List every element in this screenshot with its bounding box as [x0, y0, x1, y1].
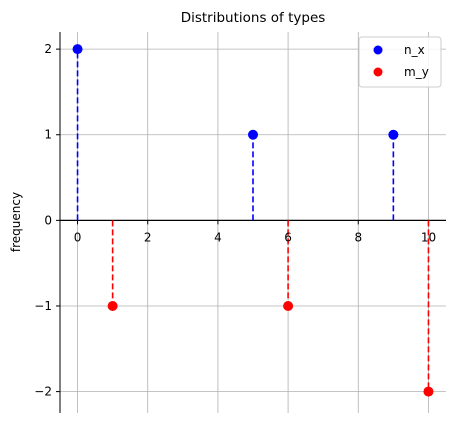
- data-points: [72, 44, 434, 397]
- data-point-n_x: [248, 129, 258, 140]
- y-tick-label: −2: [34, 385, 52, 399]
- legend-label: n_x: [404, 43, 425, 57]
- y-axis-label: frequency: [9, 192, 23, 252]
- x-tick-label: 2: [144, 230, 152, 244]
- data-point-m_y: [283, 300, 294, 311]
- data-point-m_y: [107, 300, 118, 311]
- legend: n_x m_y: [358, 36, 442, 88]
- x-tick-label: 8: [354, 230, 362, 244]
- y-tick-label: 1: [44, 128, 52, 142]
- legend-marker-n_x: [373, 45, 383, 55]
- data-point-n_x: [388, 129, 399, 140]
- legend-marker-m_y: [373, 67, 383, 77]
- x-tick-label: 6: [284, 230, 292, 244]
- y-tick-label: 0: [44, 213, 52, 227]
- data-point-m_y: [423, 386, 434, 397]
- data-point-n_x: [72, 44, 83, 55]
- x-tick-label: 10: [421, 230, 436, 244]
- legend-label: m_y: [404, 65, 429, 79]
- x-tick-label: 0: [74, 230, 82, 244]
- stems: [76, 49, 430, 392]
- y-tick-label: −1: [34, 299, 52, 313]
- tick-labels: 0 2 4 6 8 10 −2 −1 0 1 2: [34, 42, 436, 398]
- x-tick-label: 4: [214, 230, 222, 244]
- y-tick-label: 2: [44, 42, 52, 56]
- legend-frame: [358, 36, 442, 88]
- chart-title: Distributions of types: [181, 10, 326, 26]
